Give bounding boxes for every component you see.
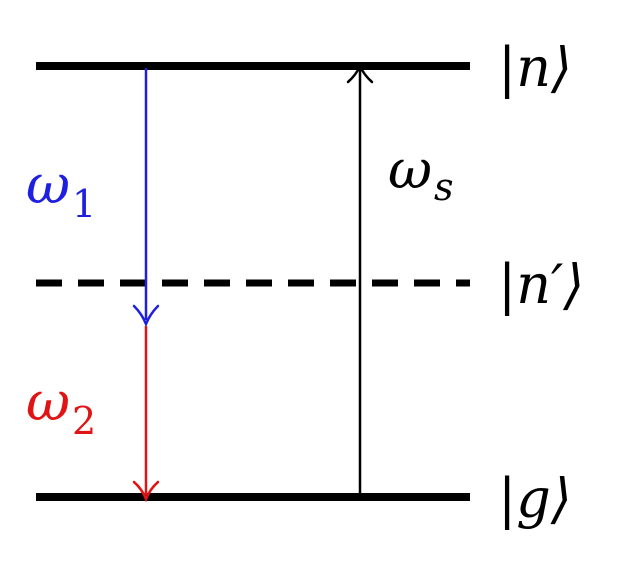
omegas-label: ωs — [388, 138, 454, 209]
omegas-symbol: ω — [388, 138, 432, 201]
omega2-symbol: ω — [26, 370, 70, 433]
omega1-label: ω1 — [26, 153, 96, 226]
omegas-subscript: s — [434, 165, 454, 209]
omega1-subscript: 1 — [72, 182, 96, 226]
level-g-label: |g⟩ — [498, 467, 572, 530]
omegas-arrow — [346, 62, 374, 496]
level-n-label: |n⟩ — [498, 36, 572, 99]
level-n-prime-label: |n′⟩ — [498, 253, 584, 316]
omega2-subscript: 2 — [72, 399, 96, 443]
omega2-arrow — [132, 326, 160, 503]
omega1-symbol: ω — [26, 153, 70, 216]
omega2-label: ω2 — [26, 370, 96, 443]
omega1-arrow — [132, 68, 160, 328]
